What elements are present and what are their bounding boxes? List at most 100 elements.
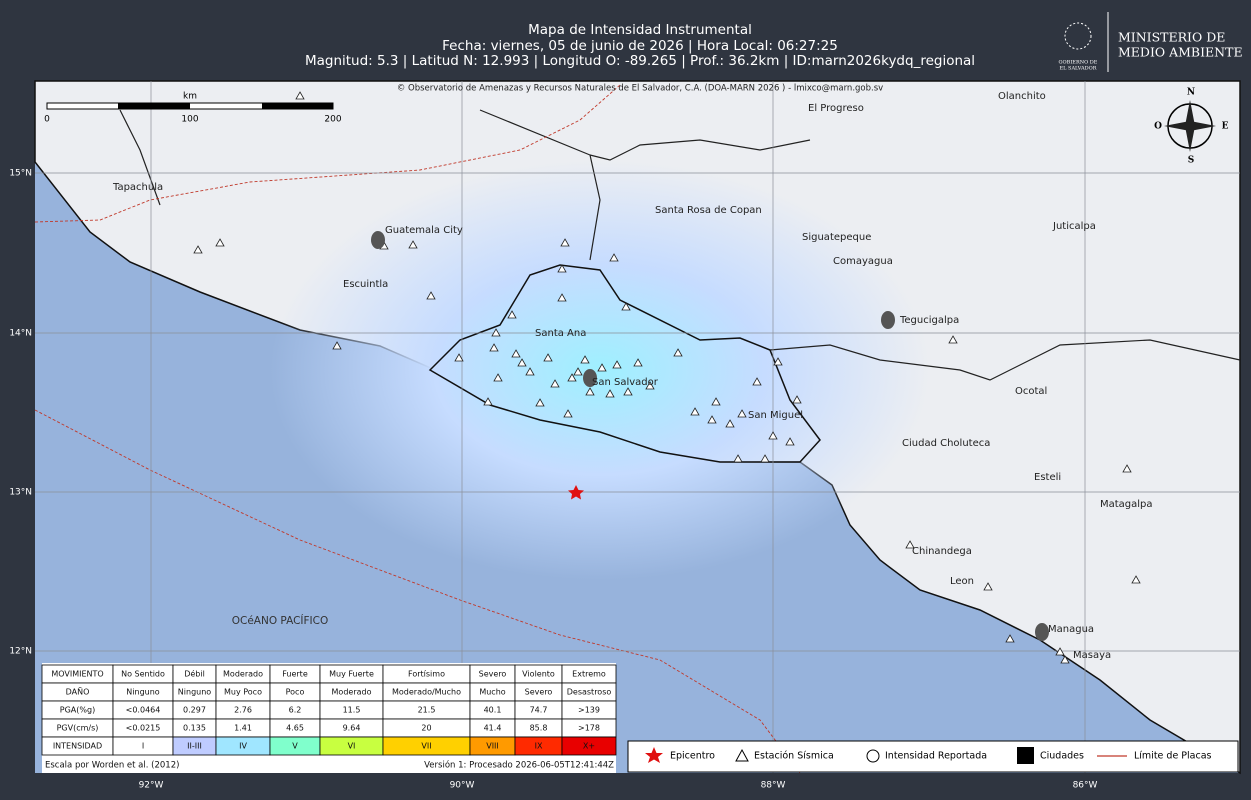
city-area: [371, 231, 385, 249]
table-text: MOVIMIENTO: [51, 670, 103, 679]
table-text: 0.297: [183, 706, 206, 715]
station: [332, 341, 342, 350]
table-text: <0.0215: [126, 724, 161, 733]
station: [557, 293, 567, 302]
table-text: 21.5: [418, 706, 436, 715]
station: [773, 357, 783, 366]
compass-label: E: [1222, 122, 1229, 132]
station: [535, 398, 545, 407]
station: [580, 355, 590, 364]
gov-text: EL SALVADOR: [1059, 66, 1096, 72]
station: [707, 415, 717, 424]
station: [557, 264, 567, 273]
ocean-label: OCéANO PACÍFICO: [232, 614, 329, 627]
table-text: Fuerte: [282, 670, 308, 679]
table-text: PGA(%g): [60, 706, 95, 715]
gov-text: GOBIERNO DE: [1059, 60, 1098, 66]
lon-label: 92°W: [139, 781, 164, 791]
lon-label: 88°W: [761, 781, 786, 791]
place-label: El Progreso: [808, 103, 864, 114]
compass-label: O: [1154, 122, 1162, 132]
table-text: 20: [421, 724, 431, 733]
station: [563, 409, 573, 418]
compass-label: S: [1188, 156, 1195, 166]
table-text: Severo: [479, 670, 507, 679]
place-label: Comayagua: [833, 256, 893, 267]
place-label: Siguatepeque: [802, 232, 871, 243]
station: [215, 238, 225, 247]
station: [426, 291, 436, 300]
station: [483, 397, 493, 406]
place-label: San Miguel: [748, 410, 803, 421]
place-label: San Salvador: [592, 377, 659, 388]
place-label: Ciudad Choluteca: [902, 438, 990, 449]
station: [760, 454, 770, 463]
station: [1055, 647, 1065, 656]
legend-box: [627, 740, 1239, 773]
place-label: Tegucigalpa: [899, 315, 959, 326]
table-text: Moderado: [332, 688, 372, 697]
scale-label: 100: [181, 115, 198, 125]
station: [633, 358, 643, 367]
table-text: Moderado: [223, 670, 263, 679]
table-text: 6.2: [289, 706, 302, 715]
place-label: Esteli: [1034, 472, 1061, 483]
place-label: Leon: [950, 576, 974, 587]
place-label: Ocotal: [1015, 386, 1047, 397]
borders: [119, 109, 1241, 381]
table-text: IV: [239, 742, 247, 751]
city-area: [1035, 623, 1049, 641]
station: [525, 367, 535, 376]
table-text: IX: [535, 742, 543, 751]
table-text: DAÑO: [66, 687, 90, 697]
place-label: Managua: [1048, 624, 1094, 635]
station: [768, 431, 778, 440]
legend-city: [1017, 747, 1034, 764]
table-cell: [561, 736, 617, 756]
legend-label: Epicentro: [670, 751, 715, 762]
place-label: Escuintla: [343, 279, 388, 290]
station: [785, 437, 795, 446]
station: [690, 407, 700, 416]
table-text: Desastroso: [567, 688, 612, 697]
table-text: 4.65: [286, 724, 304, 733]
table-text: Severo: [525, 688, 553, 697]
station: [737, 409, 747, 418]
station: [543, 353, 553, 362]
intensity-table: MOVIMIENTO No Sentido Débil Moderado Fuerte M…: [41, 663, 617, 773]
table-text: VIII: [486, 742, 499, 751]
city-area: [881, 311, 895, 329]
table-text: Ninguno: [126, 688, 159, 697]
lon-label: 86°W: [1073, 781, 1098, 791]
table-text: Poco: [286, 688, 305, 697]
city-area: [583, 369, 597, 387]
title: Mapa de Intensidad Instrumental: [528, 22, 752, 38]
scale-bar: [262, 103, 333, 109]
station: [1131, 575, 1141, 584]
ministry: MEDIO AMBIENTE: [1118, 45, 1243, 60]
legend-label: Ciudades: [1040, 751, 1084, 762]
place-label: Santa Rosa de Copan: [655, 205, 762, 216]
station: [560, 238, 570, 247]
station: [752, 377, 762, 386]
station: [408, 240, 418, 249]
station: [511, 349, 521, 358]
info-line: Magnitud: 5.3 | Latitud N: 12.993 | Long…: [305, 53, 975, 69]
station: [733, 454, 743, 463]
station: [489, 343, 499, 352]
station: [609, 253, 619, 262]
table-text: VII: [421, 742, 431, 751]
table-text: Moderado/Mucho: [392, 688, 461, 697]
table-text: Ninguno: [178, 688, 211, 697]
gov-emblem: [1064, 22, 1092, 50]
station: [725, 419, 735, 428]
table-text: 11.5: [343, 706, 361, 715]
table-text: 1.41: [234, 724, 252, 733]
legend-epicenter: [645, 747, 663, 763]
place-label: Tapachula: [112, 182, 163, 193]
credit: Escala por Worden et al. (2012): [45, 761, 179, 771]
place-label: Santa Ana: [535, 328, 586, 339]
table-text: 9.64: [343, 724, 361, 733]
place-label: Juticalpa: [1052, 221, 1096, 232]
